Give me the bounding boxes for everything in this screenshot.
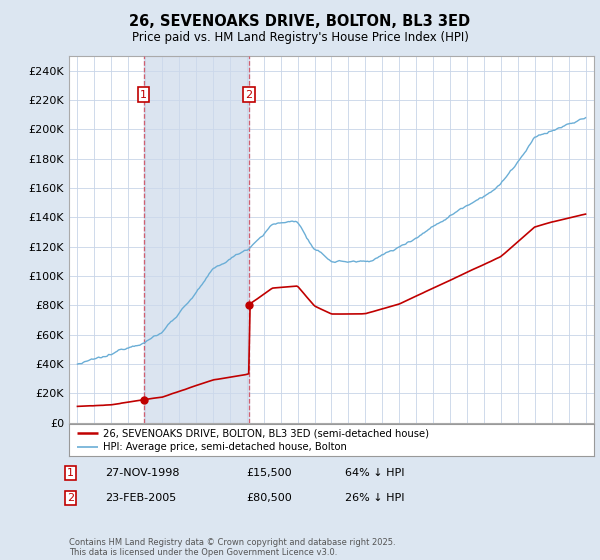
- Text: 26, SEVENOAKS DRIVE, BOLTON, BL3 3ED (semi-detached house): 26, SEVENOAKS DRIVE, BOLTON, BL3 3ED (se…: [103, 428, 429, 438]
- Text: £80,500: £80,500: [246, 493, 292, 503]
- Text: £15,500: £15,500: [246, 468, 292, 478]
- Text: 64% ↓ HPI: 64% ↓ HPI: [345, 468, 404, 478]
- Text: 27-NOV-1998: 27-NOV-1998: [105, 468, 179, 478]
- Text: 2: 2: [245, 90, 253, 100]
- Text: 26, SEVENOAKS DRIVE, BOLTON, BL3 3ED: 26, SEVENOAKS DRIVE, BOLTON, BL3 3ED: [130, 14, 470, 29]
- Text: 2: 2: [67, 493, 74, 503]
- Text: Contains HM Land Registry data © Crown copyright and database right 2025.
This d: Contains HM Land Registry data © Crown c…: [69, 538, 395, 557]
- Text: 26% ↓ HPI: 26% ↓ HPI: [345, 493, 404, 503]
- Bar: [143, 56, 249, 423]
- Text: HPI: Average price, semi-detached house, Bolton: HPI: Average price, semi-detached house,…: [103, 442, 347, 452]
- Text: 1: 1: [140, 90, 147, 100]
- Text: 1: 1: [67, 468, 74, 478]
- Text: Price paid vs. HM Land Registry's House Price Index (HPI): Price paid vs. HM Land Registry's House …: [131, 31, 469, 44]
- Text: 23-FEB-2005: 23-FEB-2005: [105, 493, 176, 503]
